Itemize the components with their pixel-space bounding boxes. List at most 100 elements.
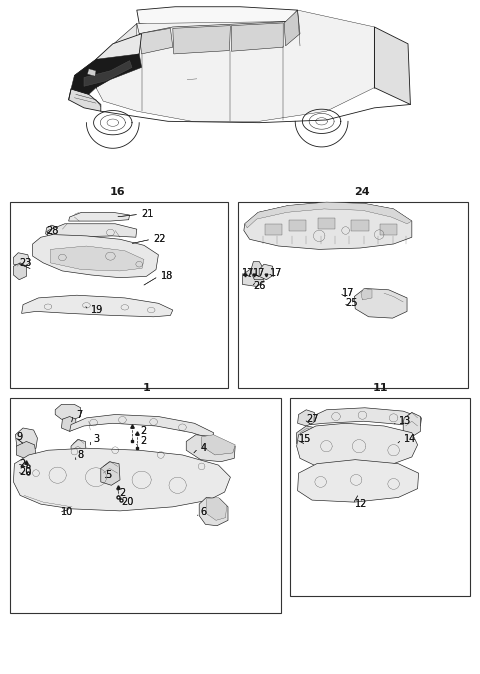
Text: 17: 17 bbox=[342, 288, 354, 298]
Polygon shape bbox=[173, 26, 230, 54]
Text: 23: 23 bbox=[19, 258, 32, 268]
Text: 1: 1 bbox=[143, 383, 150, 393]
Text: 13: 13 bbox=[399, 417, 412, 426]
Text: 21: 21 bbox=[142, 210, 154, 219]
Text: 20: 20 bbox=[19, 467, 32, 477]
Text: 18: 18 bbox=[161, 272, 173, 281]
Text: 14: 14 bbox=[404, 435, 417, 444]
Polygon shape bbox=[245, 202, 412, 228]
Text: 10: 10 bbox=[61, 508, 74, 517]
Polygon shape bbox=[361, 288, 372, 300]
Polygon shape bbox=[137, 7, 298, 27]
Polygon shape bbox=[55, 404, 81, 419]
Polygon shape bbox=[351, 220, 369, 231]
Text: 2: 2 bbox=[119, 489, 125, 498]
Polygon shape bbox=[139, 28, 173, 54]
Polygon shape bbox=[318, 218, 335, 229]
Polygon shape bbox=[202, 435, 235, 455]
Text: 22: 22 bbox=[154, 235, 166, 244]
Text: 17: 17 bbox=[270, 268, 282, 278]
Polygon shape bbox=[96, 10, 374, 121]
Polygon shape bbox=[289, 220, 306, 231]
Text: 20: 20 bbox=[19, 467, 32, 477]
Text: 7: 7 bbox=[76, 410, 82, 419]
Polygon shape bbox=[74, 24, 139, 84]
Polygon shape bbox=[311, 408, 421, 426]
FancyBboxPatch shape bbox=[290, 398, 470, 596]
Text: 28: 28 bbox=[47, 226, 59, 235]
Polygon shape bbox=[284, 10, 300, 46]
Text: 2: 2 bbox=[140, 437, 146, 446]
Text: 28: 28 bbox=[47, 226, 59, 235]
Text: 10: 10 bbox=[61, 508, 74, 517]
Text: 5: 5 bbox=[106, 470, 112, 480]
Text: 2: 2 bbox=[19, 459, 25, 468]
Text: 2: 2 bbox=[119, 489, 125, 498]
Polygon shape bbox=[298, 460, 419, 502]
Polygon shape bbox=[46, 225, 57, 237]
Text: 12: 12 bbox=[355, 499, 368, 509]
Text: 20: 20 bbox=[121, 497, 133, 507]
Text: 17: 17 bbox=[253, 268, 266, 278]
Polygon shape bbox=[251, 262, 265, 280]
Polygon shape bbox=[96, 34, 142, 62]
FancyBboxPatch shape bbox=[10, 398, 281, 613]
Polygon shape bbox=[403, 412, 420, 437]
Text: 19: 19 bbox=[91, 305, 104, 315]
Text: 2: 2 bbox=[140, 427, 146, 436]
FancyBboxPatch shape bbox=[238, 202, 468, 388]
Polygon shape bbox=[206, 497, 227, 520]
Polygon shape bbox=[13, 253, 30, 266]
Text: 8: 8 bbox=[78, 450, 84, 460]
Text: 2: 2 bbox=[140, 437, 146, 446]
Text: 23: 23 bbox=[19, 258, 32, 268]
Polygon shape bbox=[13, 448, 230, 511]
FancyBboxPatch shape bbox=[10, 202, 228, 388]
Text: 19: 19 bbox=[91, 305, 104, 315]
Text: 17: 17 bbox=[270, 268, 282, 278]
Polygon shape bbox=[33, 235, 158, 278]
Text: 13: 13 bbox=[399, 417, 412, 426]
Polygon shape bbox=[15, 428, 37, 452]
Polygon shape bbox=[380, 224, 397, 235]
Text: 3: 3 bbox=[94, 435, 100, 444]
Text: 24: 24 bbox=[355, 187, 370, 197]
Polygon shape bbox=[84, 61, 132, 86]
Text: 4: 4 bbox=[201, 443, 207, 453]
Polygon shape bbox=[374, 27, 410, 104]
Polygon shape bbox=[242, 270, 264, 286]
Text: 3: 3 bbox=[94, 435, 100, 444]
Polygon shape bbox=[101, 462, 120, 485]
Text: 27: 27 bbox=[306, 415, 319, 424]
Polygon shape bbox=[47, 224, 137, 239]
Text: 21: 21 bbox=[142, 210, 154, 219]
Text: 25: 25 bbox=[346, 299, 358, 308]
Polygon shape bbox=[16, 441, 36, 460]
Text: 15: 15 bbox=[299, 435, 311, 444]
Text: 16: 16 bbox=[110, 187, 125, 197]
Text: 8: 8 bbox=[78, 450, 84, 460]
Text: 17: 17 bbox=[242, 268, 255, 278]
Text: 2: 2 bbox=[140, 427, 146, 436]
Polygon shape bbox=[61, 417, 76, 431]
Text: 6: 6 bbox=[201, 508, 207, 517]
Text: 9: 9 bbox=[17, 432, 23, 441]
Text: 15: 15 bbox=[299, 435, 311, 444]
Text: 25: 25 bbox=[346, 299, 358, 308]
Polygon shape bbox=[297, 423, 418, 468]
Polygon shape bbox=[69, 89, 101, 111]
Polygon shape bbox=[71, 54, 142, 94]
Polygon shape bbox=[354, 288, 407, 318]
Polygon shape bbox=[199, 497, 228, 526]
Text: 2: 2 bbox=[19, 459, 25, 468]
Polygon shape bbox=[50, 246, 144, 271]
Text: 14: 14 bbox=[404, 435, 417, 444]
Polygon shape bbox=[259, 264, 274, 280]
Text: 20: 20 bbox=[121, 497, 133, 507]
Polygon shape bbox=[13, 263, 26, 280]
Text: 11: 11 bbox=[373, 383, 388, 393]
Polygon shape bbox=[186, 435, 235, 462]
Text: 7: 7 bbox=[76, 410, 82, 419]
Text: 17: 17 bbox=[242, 268, 255, 278]
Text: 17: 17 bbox=[342, 288, 354, 298]
